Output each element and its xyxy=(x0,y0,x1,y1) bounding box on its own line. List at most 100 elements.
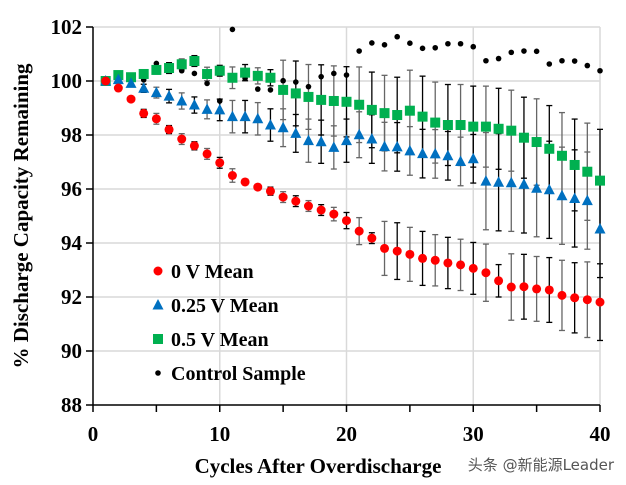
point-0-5-v-mean xyxy=(176,59,187,70)
point-0-v-mean xyxy=(570,293,580,303)
point-0-v-mean xyxy=(582,295,592,305)
point-0-v-mean xyxy=(329,209,339,219)
point-0-25-v-mean xyxy=(328,141,340,152)
point-control-sample xyxy=(407,40,413,46)
point-0-5-v-mean xyxy=(556,150,567,161)
point-0-5-v-mean xyxy=(354,99,365,110)
point-control-sample xyxy=(495,55,502,62)
point-0-v-mean xyxy=(430,255,440,265)
point-control-sample xyxy=(305,83,312,90)
point-0-5-v-mean xyxy=(531,137,542,148)
legend-marker-icon xyxy=(153,334,163,344)
x-tick-label: 20 xyxy=(336,422,357,446)
point-0-25-v-mean xyxy=(138,82,150,93)
point-0-25-v-mean xyxy=(201,103,213,114)
point-0-v-mean xyxy=(456,260,466,270)
point-0-5-v-mean xyxy=(518,132,529,143)
point-0-v-mean xyxy=(367,233,377,243)
point-control-sample xyxy=(254,86,261,92)
point-control-sample xyxy=(432,44,439,51)
point-0-v-mean xyxy=(557,290,567,300)
y-axis-label: % Discharge Capacity Remaining xyxy=(9,63,33,369)
point-0-25-v-mean xyxy=(493,176,505,187)
point-0-5-v-mean xyxy=(582,166,593,177)
point-0-5-v-mean xyxy=(138,68,149,79)
point-0-v-mean xyxy=(443,258,453,268)
point-0-v-mean xyxy=(595,297,605,307)
point-0-25-v-mean xyxy=(429,147,441,159)
legend-label: 0.5 V Mean xyxy=(171,329,269,351)
point-0-5-v-mean xyxy=(265,72,276,83)
point-0-v-mean xyxy=(189,141,199,151)
legend: 0 V Mean 0.25 V Mean 0.5 V Mean Control Sam… xyxy=(152,261,306,385)
point-0-25-v-mean xyxy=(417,147,429,159)
point-0-v-mean xyxy=(303,201,313,211)
point-0-25-v-mean xyxy=(531,182,543,193)
point-0-v-mean xyxy=(468,263,478,273)
y-tick-label: 102 xyxy=(51,15,83,39)
point-control-sample xyxy=(318,73,324,80)
point-0-5-v-mean xyxy=(468,121,479,132)
point-control-sample xyxy=(394,33,401,40)
point-0-25-v-mean xyxy=(315,135,327,147)
point-0-v-mean xyxy=(265,186,275,196)
point-0-5-v-mean xyxy=(189,56,200,67)
point-0-25-v-mean xyxy=(379,140,391,152)
point-0-5-v-mean xyxy=(151,64,162,75)
point-0-25-v-mean xyxy=(353,128,365,140)
point-0-25-v-mean xyxy=(252,112,264,124)
point-0-v-mean xyxy=(291,196,301,206)
legend-marker-icon xyxy=(155,370,161,376)
point-0-5-v-mean xyxy=(595,175,605,186)
point-0-v-mean xyxy=(380,243,390,253)
point-0-5-v-mean xyxy=(328,95,339,106)
point-control-sample xyxy=(153,60,160,67)
point-0-5-v-mean xyxy=(430,117,441,128)
point-0-25-v-mean xyxy=(518,178,530,189)
point-0-25-v-mean xyxy=(404,144,416,156)
point-0-v-mean xyxy=(113,83,123,93)
point-0-25-v-mean xyxy=(467,152,479,164)
x-tick-label: 0 xyxy=(88,422,99,446)
point-0-v-mean xyxy=(164,125,174,135)
point-0-5-v-mean xyxy=(214,65,225,76)
point-0-v-mean xyxy=(506,282,516,292)
point-0-5-v-mean xyxy=(480,121,491,132)
x-axis-label: Cycles After Overdischarge xyxy=(195,454,442,478)
point-0-v-mean xyxy=(494,276,504,286)
x-tick-label: 10 xyxy=(209,422,230,446)
point-0-5-v-mean xyxy=(493,123,504,134)
point-0-v-mean xyxy=(354,226,364,236)
legend-label: 0 V Mean xyxy=(171,261,254,283)
point-control-sample xyxy=(559,57,565,64)
point-0-5-v-mean xyxy=(379,108,390,119)
y-tick-label: 96 xyxy=(61,177,82,201)
point-0-25-v-mean xyxy=(480,175,492,186)
point-control-sample xyxy=(216,98,223,104)
point-control-sample xyxy=(343,72,350,78)
point-0-v-mean xyxy=(342,216,351,226)
point-0-5-v-mean xyxy=(544,143,555,154)
point-0-5-v-mean xyxy=(202,68,213,79)
point-control-sample xyxy=(533,48,540,55)
point-0-v-mean xyxy=(405,249,415,259)
point-0-5-v-mean xyxy=(290,88,301,99)
point-0-v-mean xyxy=(240,177,250,187)
point-control-sample xyxy=(204,80,210,87)
point-0-25-v-mean xyxy=(163,90,175,101)
point-control-sample xyxy=(178,67,185,74)
point-0-v-mean xyxy=(253,182,263,192)
point-0-25-v-mean xyxy=(150,86,162,98)
point-0-25-v-mean xyxy=(277,121,289,133)
point-control-sample xyxy=(369,40,375,46)
point-0-25-v-mean xyxy=(188,99,200,110)
point-control-sample xyxy=(470,43,477,50)
axes xyxy=(86,26,601,412)
point-0-25-v-mean xyxy=(581,194,593,206)
point-0-5-v-mean xyxy=(392,110,403,121)
point-control-sample xyxy=(521,48,527,54)
point-0-25-v-mean xyxy=(569,192,581,203)
point-0-5-v-mean xyxy=(164,63,175,74)
point-0-5-v-mean xyxy=(442,120,453,131)
point-0-5-v-mean xyxy=(366,104,377,115)
